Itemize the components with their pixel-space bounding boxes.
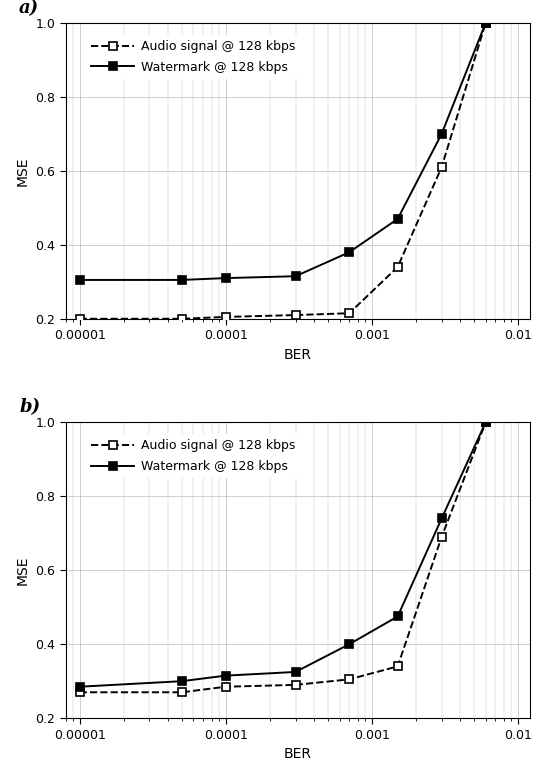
Audio signal @ 128 kbps (438, 163, 445, 172)
Legend: Audio signal @ 128 kbps, Watermark @ 128 kbps: Audio signal @ 128 kbps, Watermark @ 128… (86, 435, 300, 478)
Audio signal @ 128 kbps (438, 533, 445, 542)
Watermark @ 128 kbps (394, 215, 401, 224)
Audio signal @ 128 kbps (223, 682, 229, 691)
Watermark @ 128 kbps (346, 639, 353, 649)
Audio signal @ 128 kbps (179, 688, 185, 697)
Audio signal @ 128 kbps (346, 309, 353, 318)
Text: b): b) (19, 398, 40, 416)
Line: Audio signal @ 128 kbps: Audio signal @ 128 kbps (75, 19, 490, 323)
Audio signal @ 128 kbps (482, 418, 489, 427)
X-axis label: BER: BER (283, 747, 312, 761)
Watermark @ 128 kbps (76, 682, 83, 691)
Watermark @ 128 kbps (76, 275, 83, 284)
Watermark @ 128 kbps (179, 275, 185, 284)
Audio signal @ 128 kbps (292, 680, 299, 689)
Y-axis label: MSE: MSE (15, 555, 29, 585)
Audio signal @ 128 kbps (394, 262, 401, 271)
Watermark @ 128 kbps (346, 248, 353, 257)
Watermark @ 128 kbps (438, 514, 445, 523)
Watermark @ 128 kbps (292, 272, 299, 281)
Watermark @ 128 kbps (179, 677, 185, 686)
Audio signal @ 128 kbps (394, 662, 401, 671)
Line: Watermark @ 128 kbps: Watermark @ 128 kbps (75, 418, 490, 691)
Audio signal @ 128 kbps (482, 18, 489, 28)
Watermark @ 128 kbps (482, 18, 489, 28)
Line: Watermark @ 128 kbps: Watermark @ 128 kbps (75, 19, 490, 284)
Audio signal @ 128 kbps (76, 688, 83, 697)
Y-axis label: MSE: MSE (15, 156, 29, 186)
Watermark @ 128 kbps (438, 129, 445, 138)
Audio signal @ 128 kbps (292, 310, 299, 319)
Watermark @ 128 kbps (394, 612, 401, 621)
Text: a): a) (19, 0, 39, 17)
X-axis label: BER: BER (283, 348, 312, 361)
Watermark @ 128 kbps (223, 274, 229, 283)
Line: Audio signal @ 128 kbps: Audio signal @ 128 kbps (75, 418, 490, 697)
Audio signal @ 128 kbps (223, 312, 229, 322)
Legend: Audio signal @ 128 kbps, Watermark @ 128 kbps: Audio signal @ 128 kbps, Watermark @ 128… (86, 35, 300, 79)
Watermark @ 128 kbps (223, 671, 229, 680)
Audio signal @ 128 kbps (346, 675, 353, 684)
Audio signal @ 128 kbps (76, 314, 83, 323)
Watermark @ 128 kbps (292, 667, 299, 676)
Audio signal @ 128 kbps (179, 314, 185, 323)
Watermark @ 128 kbps (482, 418, 489, 427)
